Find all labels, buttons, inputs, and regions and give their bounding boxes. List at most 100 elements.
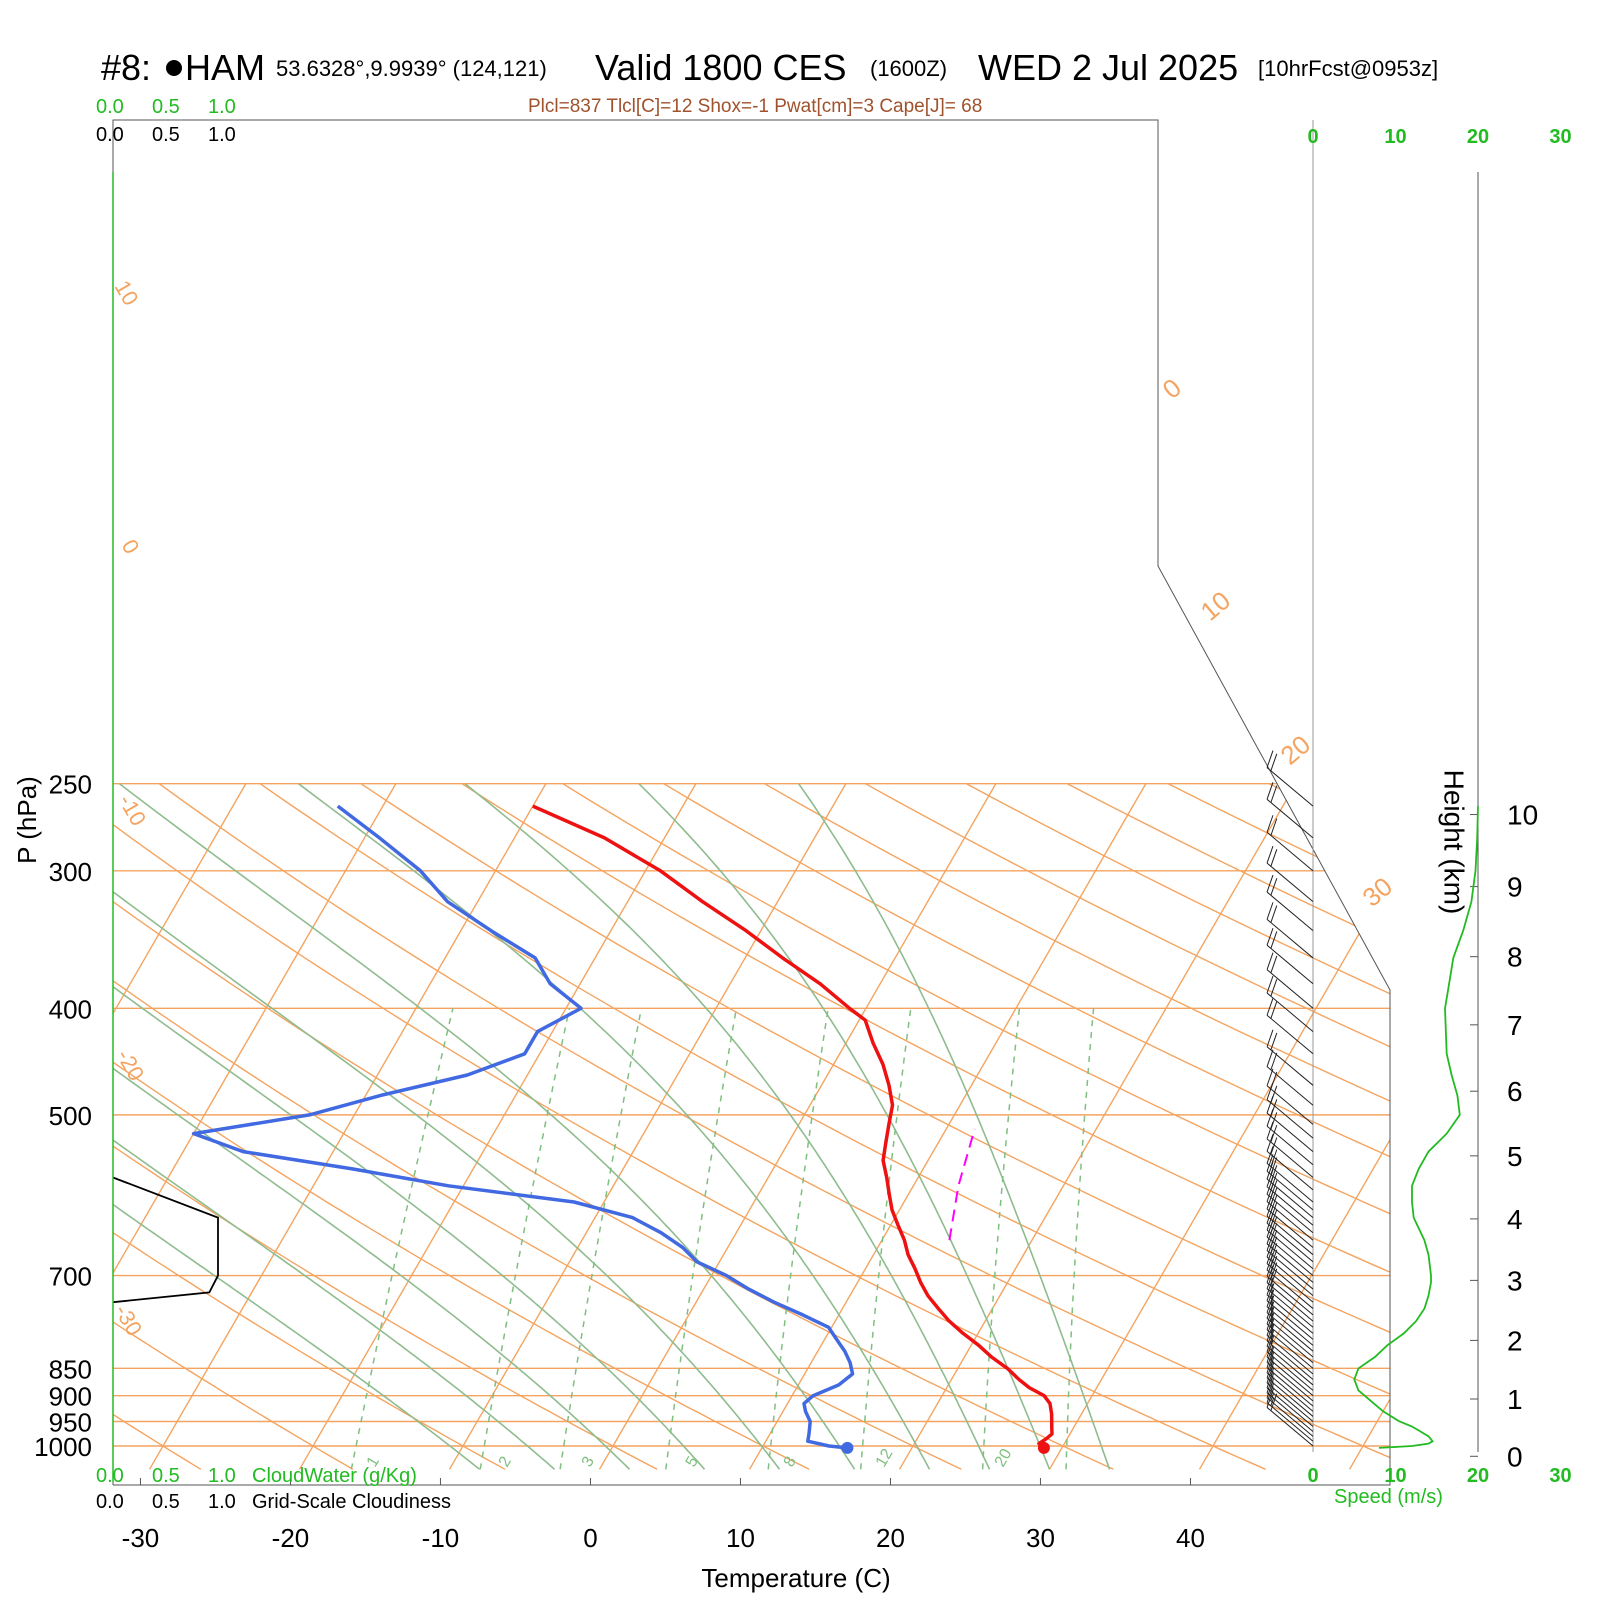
station-code: HAM: [185, 47, 265, 88]
height-axis-title: Height (km): [1439, 770, 1470, 915]
dry-adiabat-line: [113, 783, 658, 1470]
wind-barb-shaft: [1266, 1186, 1314, 1226]
dry-adiabat-line: [966, 783, 1390, 1470]
forecast-run: [10hrFcst@0953z]: [1258, 56, 1438, 81]
wind-barb-shaft: [1266, 1066, 1314, 1106]
mixing-ratio-line: [981, 1008, 1021, 1470]
parcel-path-line: [948, 1128, 976, 1241]
wind-barb-shaft: [1266, 1193, 1314, 1234]
isotherm-line: [448, 783, 847, 1470]
dry-adiabat-line: [113, 783, 810, 1470]
wind-barb-flag: [1270, 1209, 1278, 1227]
wind-barb-flag: [1266, 874, 1274, 893]
speed-tick-label-bottom: 10: [1384, 1465, 1406, 1487]
isotherm-label-0: 0: [117, 535, 145, 558]
height-tick-label: 4: [1507, 1204, 1523, 1235]
wind-barb: [1266, 874, 1314, 932]
mixing-ratio-label-2: 2: [496, 1454, 515, 1470]
wind-barb-flag: [1270, 931, 1278, 949]
wind-barb-shaft: [1266, 1208, 1314, 1248]
wind-barb: [1266, 1068, 1314, 1125]
dry-adiabat-line: [1471, 784, 1600, 1470]
speed-axis-title: Speed (m/s): [1334, 1486, 1443, 1508]
wind-barbs: [1266, 750, 1314, 1447]
wind-barb-shaft: [1266, 1125, 1314, 1166]
wind-barb-shaft: [1266, 1387, 1314, 1427]
moist-adiabat-line: [113, 783, 556, 1470]
moist-adiabat-line: [638, 783, 1051, 1470]
cloud-scale-top: 0.0 0.5 1.0 0.0 0.5 1.0: [96, 96, 236, 146]
bottom-legend: 0.0 0.5 1.0 CloudWater (g/Kg) 0.0 0.5 1.…: [96, 1465, 451, 1513]
wind-barb-flag: [1270, 818, 1278, 836]
temperature-axis-title: Temperature (C): [701, 1563, 890, 1593]
wind-barb-shaft: [1266, 1377, 1314, 1417]
mixing-ratio-line: [1065, 1008, 1095, 1470]
wind-barb-flag: [1270, 1180, 1278, 1198]
wind-barb-flag: [1266, 845, 1274, 864]
temperature-tick-label: -30: [122, 1523, 160, 1553]
sounding-indices: Plcl=837 Tlcl[C]=12 Shox=-1 Pwat[cm]=3 C…: [528, 96, 982, 117]
dry-adiabat-line: [259, 783, 1390, 1470]
mixing-ratio-line: [767, 1008, 829, 1470]
wind-barb-flag: [1266, 782, 1274, 800]
isotherm-labels: 10 0 -10 -20 -30 0 10 20 30: [110, 276, 1398, 1340]
wind-barb-flag: [1266, 1146, 1274, 1164]
mixing-ratio-label-12: 12: [873, 1446, 897, 1470]
dry-adiabat-line: [0, 784, 49, 1470]
wind-barb-flag: [1266, 998, 1274, 1016]
wind-barb-shaft: [1266, 1163, 1314, 1203]
mixing-ratio-line: [479, 1008, 571, 1470]
wind-barb-shaft: [1266, 1085, 1314, 1125]
wind-barb-shaft: [1266, 1367, 1314, 1407]
pressure-axis-title: P (hPa): [12, 776, 42, 864]
dry-adiabat-line: [1268, 783, 1390, 1470]
wind-barb-shaft: [1266, 1222, 1314, 1263]
wind-barb-shaft: [1266, 1275, 1314, 1316]
cloudwater-scale-tick-2: 1.0: [208, 96, 236, 118]
dry-adiabat-line: [113, 783, 506, 1470]
height-tick-label: 6: [1507, 1076, 1523, 1107]
dry-adiabat-line: [113, 783, 202, 1470]
isotherm-line: [148, 783, 547, 1470]
isotherm-label-10: 10: [110, 276, 144, 310]
wind-barb-flag: [1270, 1256, 1278, 1274]
wind-barb-shaft: [1266, 944, 1314, 985]
cloudiness-scale-tick-2: 1.0: [208, 124, 236, 146]
wind-barb-shaft: [1266, 1229, 1314, 1270]
surface-dewpoint-marker: [841, 1441, 854, 1454]
speed-tick-label-top: 30: [1549, 126, 1571, 148]
wind-barb-flag: [1266, 902, 1274, 920]
wind-barb: [1266, 1049, 1314, 1106]
cloudiness-scale-tick-1: 0.5: [152, 124, 180, 146]
wind-barb-shaft: [1266, 1138, 1314, 1178]
wind-barb-flag: [1270, 753, 1278, 771]
wind-barb: [1266, 1146, 1314, 1203]
pressure-tick-label: 300: [49, 857, 92, 887]
wind-barb-flag: [1266, 1265, 1274, 1283]
wind-barb-shaft: [1266, 1382, 1314, 1422]
wind-barb-flag: [1270, 1001, 1278, 1019]
moist-adiabat-line: [113, 783, 481, 1470]
cloudwater-legend-label: CloudWater (g/Kg): [252, 1465, 417, 1487]
wind-barb-flag: [1270, 1187, 1278, 1206]
wind-barb-flag: [1270, 1052, 1278, 1071]
isotherm-label-right-0: 0: [1157, 372, 1187, 404]
wind-barb-flag: [1270, 1157, 1278, 1175]
wind-barb: [1266, 1154, 1314, 1211]
wind-barb: [1266, 902, 1314, 959]
wind-barb-shaft: [1266, 1356, 1314, 1397]
wind-barb-shaft: [1266, 1014, 1314, 1055]
wind-barb-shaft: [1266, 767, 1314, 807]
temperature-tick-label: 10: [726, 1523, 755, 1553]
height-tick-label: 1: [1507, 1384, 1523, 1415]
height-tick-label: 7: [1507, 1010, 1523, 1041]
height-ticks: 0 1 2 3 4 5 6 7 8 9 10: [1470, 800, 1538, 1472]
wind-barb-shaft: [1266, 1263, 1314, 1303]
wind-barb-flag: [1266, 1029, 1274, 1047]
wind-barb-shaft: [1266, 1294, 1314, 1334]
mixing-ratio-label-20: 20: [992, 1446, 1016, 1470]
wind-barb-flag: [1266, 1154, 1274, 1172]
wind-barb: [1266, 1029, 1314, 1086]
